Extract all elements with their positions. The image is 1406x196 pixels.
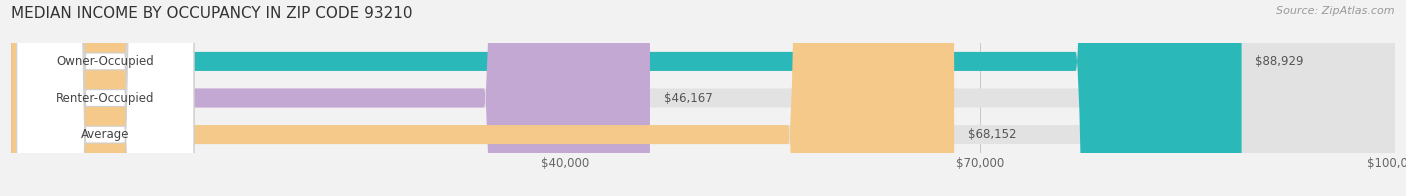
Text: Renter-Occupied: Renter-Occupied <box>56 92 155 104</box>
FancyBboxPatch shape <box>17 0 194 196</box>
Text: $46,167: $46,167 <box>664 92 713 104</box>
FancyBboxPatch shape <box>11 0 1395 196</box>
FancyBboxPatch shape <box>11 0 650 196</box>
FancyBboxPatch shape <box>11 0 955 196</box>
Text: MEDIAN INCOME BY OCCUPANCY IN ZIP CODE 93210: MEDIAN INCOME BY OCCUPANCY IN ZIP CODE 9… <box>11 6 413 21</box>
Text: $88,929: $88,929 <box>1256 55 1303 68</box>
Text: Owner-Occupied: Owner-Occupied <box>56 55 155 68</box>
FancyBboxPatch shape <box>17 0 194 196</box>
Text: Average: Average <box>82 128 129 141</box>
FancyBboxPatch shape <box>17 0 194 196</box>
FancyBboxPatch shape <box>11 0 1241 196</box>
FancyBboxPatch shape <box>11 0 1395 196</box>
FancyBboxPatch shape <box>11 0 1395 196</box>
Text: Source: ZipAtlas.com: Source: ZipAtlas.com <box>1277 6 1395 16</box>
Text: $68,152: $68,152 <box>967 128 1017 141</box>
